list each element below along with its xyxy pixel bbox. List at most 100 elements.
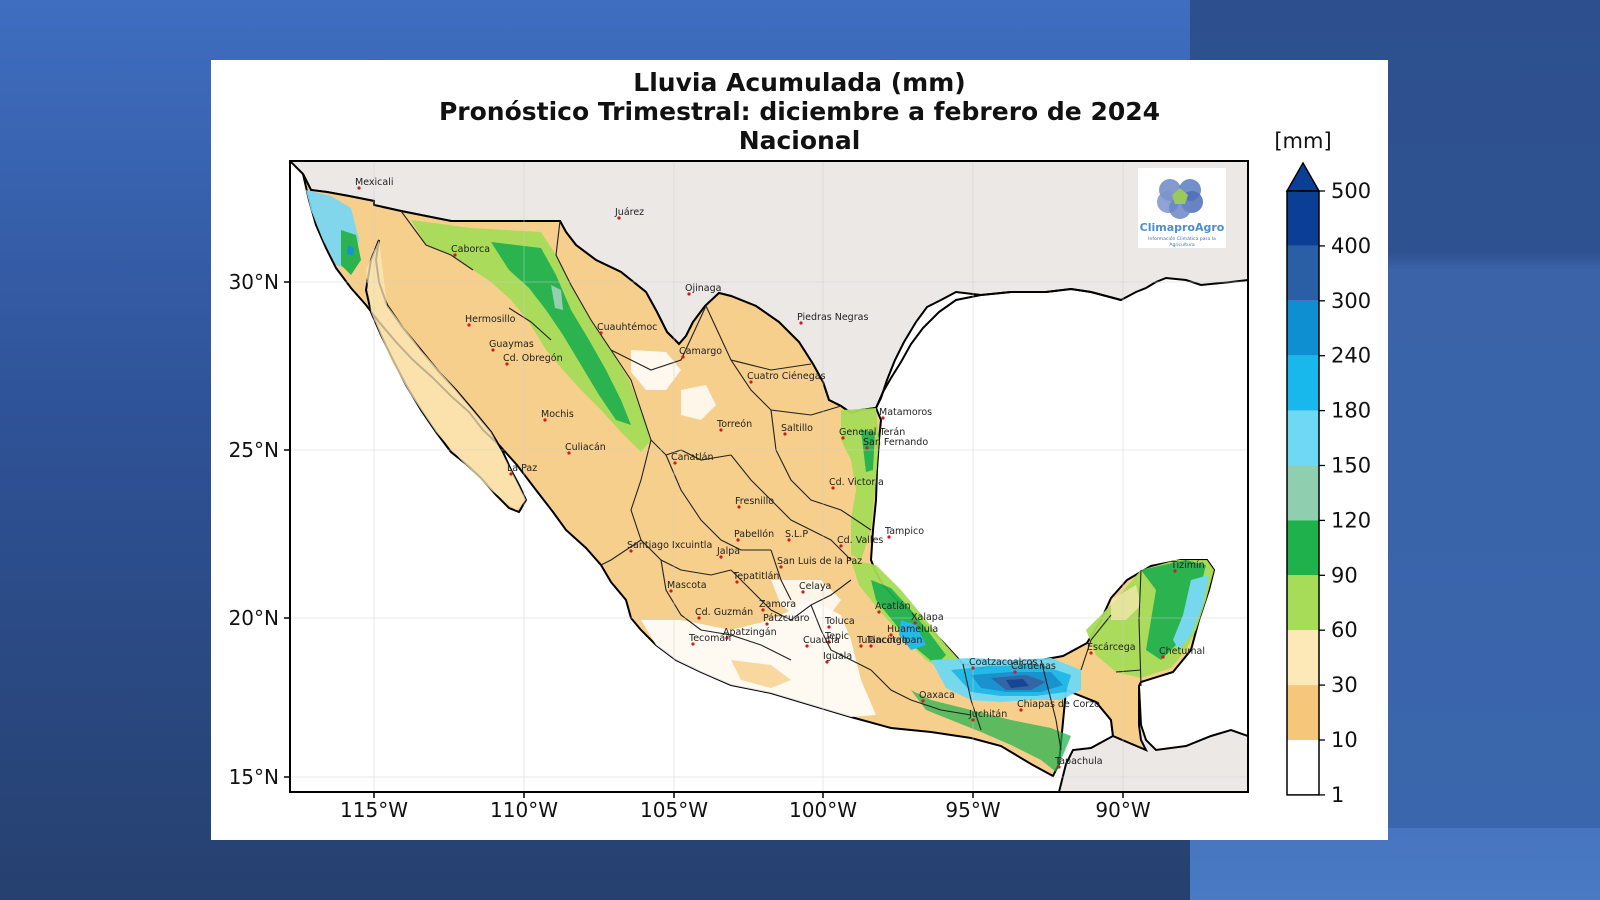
- city-dot: [691, 642, 695, 646]
- colorbar-level-label: 240: [1331, 344, 1371, 368]
- longitude-ticks: 115°W 110°W 105°W 100°W 95°W 90°W: [340, 792, 1151, 822]
- city-label: Fresnillo: [735, 496, 774, 507]
- city-label: Guaymas: [489, 339, 534, 350]
- city-dot: [1013, 670, 1017, 674]
- colorbar-level-label: 120: [1331, 508, 1371, 532]
- city-label: Canatlán: [671, 452, 714, 463]
- city-label: Coatzacoalcos: [969, 657, 1037, 668]
- city-label: Toluca: [824, 616, 855, 627]
- city-label: Celaya: [799, 581, 831, 592]
- colorbar-segment: [1287, 630, 1319, 686]
- city-label: Tlacotalpan: [866, 635, 922, 646]
- city-dot: [567, 451, 571, 455]
- city-dot: [725, 636, 729, 640]
- city-dot: [1173, 569, 1177, 573]
- colorbar-segment: [1287, 300, 1319, 356]
- colorbar-segment: [1287, 410, 1319, 466]
- colorbar-unit: [mm]: [1274, 129, 1331, 153]
- city-dot: [735, 580, 739, 584]
- city-dot: [805, 644, 809, 648]
- city-dot: [467, 323, 471, 327]
- gulf-coastline: [875, 287, 1122, 409]
- city-dot: [865, 446, 869, 450]
- city-dot: [491, 348, 495, 352]
- colorbar-level-label: 90: [1331, 563, 1358, 587]
- city-label: Cd. Valles: [837, 535, 883, 546]
- colorbar-segment: [1287, 685, 1319, 740]
- lon-tick-label: 100°W: [789, 798, 857, 822]
- colorbar-segment: [1287, 355, 1319, 411]
- city-dot: [971, 718, 975, 722]
- city-label: Escárcega: [1087, 642, 1136, 653]
- climaproagro-logo: ClimaproAgro Información Climática para …: [1138, 168, 1226, 248]
- city-dot: [839, 544, 843, 548]
- city-dot: [697, 616, 701, 620]
- city-dot: [787, 538, 791, 542]
- city-label: La Paz: [507, 463, 537, 474]
- lon-tick-label: 95°W: [945, 798, 1000, 822]
- city-dot: [913, 621, 917, 625]
- city-label: Ojinaga: [685, 283, 721, 294]
- city-label: Tizimín: [1170, 560, 1205, 571]
- city-label: Tepatitlán: [732, 571, 779, 582]
- city-labels: Mexicali Juárez Caborca Ojinaga Hermosillo Cu…: [355, 177, 1205, 769]
- city-dot: [779, 565, 783, 569]
- colorbar-segment: [1287, 520, 1319, 576]
- city-label: Cuautla: [803, 635, 840, 646]
- lat-tick-label: 20°N: [229, 606, 279, 630]
- lon-tick-label: 110°W: [490, 798, 558, 822]
- city-label: Pátzcuaro: [763, 613, 810, 624]
- lat-tick-label: 30°N: [229, 270, 279, 294]
- city-label: Tepic: [824, 631, 849, 642]
- city-label: S.L.P: [785, 529, 808, 540]
- colorbar-level-label: 150: [1331, 454, 1371, 478]
- city-dot: [543, 418, 547, 422]
- city-label: Juárez: [614, 207, 644, 218]
- map-figure-card: Lluvia Acumulada (mm) Pronóstico Trimest…: [211, 60, 1388, 840]
- colorbar-level-label: 30: [1331, 673, 1358, 697]
- city-label: Oaxaca: [919, 690, 955, 701]
- city-dot: [881, 416, 885, 420]
- city-dot: [869, 644, 873, 648]
- city-label: Piedras Negras: [797, 312, 868, 323]
- rainfall-zones: [306, 190, 1214, 772]
- city-dot: [1019, 708, 1023, 712]
- city-dot: [801, 590, 805, 594]
- city-label: Jalpa: [716, 546, 740, 557]
- colorbar-level-label: 500: [1331, 179, 1371, 203]
- city-dot: [859, 644, 863, 648]
- city-dot: [1089, 651, 1093, 655]
- colorbar-level-label: 1: [1331, 783, 1344, 807]
- city-dot: [877, 610, 881, 614]
- lat-tick-label: 25°N: [229, 438, 279, 462]
- colorbar-extend-arrow: [1285, 161, 1321, 192]
- city-label: Tulancingo: [856, 635, 908, 646]
- colorbar-level-label: 400: [1331, 234, 1371, 258]
- city-dot: [1161, 655, 1165, 659]
- city-label: Hermosillo: [465, 314, 516, 325]
- city-label: Mochis: [541, 409, 574, 420]
- city-label: Cd. Guzmán: [695, 607, 753, 618]
- city-dot: [921, 699, 925, 703]
- city-label: Apatzingán: [723, 627, 777, 638]
- city-dot: [505, 362, 509, 366]
- city-dot: [783, 432, 787, 436]
- city-label: Cd. Victoria: [829, 477, 884, 488]
- figure-title-line1: Lluvia Acumulada (mm): [633, 68, 966, 97]
- city-label: Matamoros: [879, 407, 932, 418]
- colorbar-segment: [1287, 245, 1319, 301]
- city-dot: [719, 428, 723, 432]
- city-dot: [453, 253, 457, 257]
- city-dot: [736, 538, 740, 542]
- city-label: Cuatro Ciénegas: [747, 371, 826, 382]
- city-label: Torreón: [716, 419, 752, 430]
- city-dot: [827, 640, 831, 644]
- city-dot: [831, 486, 835, 490]
- city-label: Santiago Ixcuintla: [627, 540, 712, 551]
- city-dot: [841, 436, 845, 440]
- city-dot: [887, 535, 891, 539]
- colorbar-segment: [1287, 465, 1319, 521]
- city-dot: [599, 331, 603, 335]
- city-dot: [799, 321, 803, 325]
- city-dot: [825, 660, 829, 664]
